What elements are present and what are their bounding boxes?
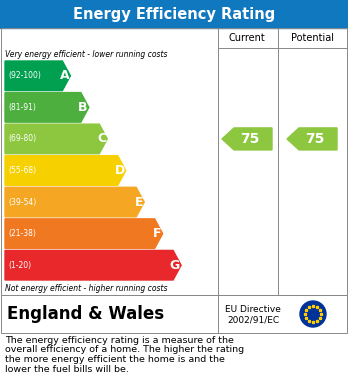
Text: A: A xyxy=(60,69,69,82)
Text: F: F xyxy=(153,227,162,240)
Text: (81-91): (81-91) xyxy=(8,103,36,112)
Text: E: E xyxy=(135,196,143,208)
Polygon shape xyxy=(5,93,89,122)
Text: the more energy efficient the home is and the: the more energy efficient the home is an… xyxy=(5,355,225,364)
Text: The energy efficiency rating is a measure of the: The energy efficiency rating is a measur… xyxy=(5,336,234,345)
Text: Very energy efficient - lower running costs: Very energy efficient - lower running co… xyxy=(5,50,167,59)
Text: (21-38): (21-38) xyxy=(8,229,36,238)
Text: England & Wales: England & Wales xyxy=(7,305,164,323)
Bar xyxy=(1,295,347,333)
Polygon shape xyxy=(5,250,181,280)
Text: overall efficiency of a home. The higher the rating: overall efficiency of a home. The higher… xyxy=(5,346,244,355)
Text: Not energy efficient - higher running costs: Not energy efficient - higher running co… xyxy=(5,284,167,293)
Polygon shape xyxy=(5,219,163,248)
Text: D: D xyxy=(114,164,125,177)
Text: Energy Efficiency Rating: Energy Efficiency Rating xyxy=(73,7,275,22)
Text: C: C xyxy=(97,133,106,145)
Polygon shape xyxy=(5,61,70,91)
Bar xyxy=(0,0,348,28)
Circle shape xyxy=(300,301,326,327)
Text: lower the fuel bills will be.: lower the fuel bills will be. xyxy=(5,364,129,373)
Text: 2002/91/EC: 2002/91/EC xyxy=(227,316,279,325)
Text: B: B xyxy=(78,101,88,114)
Text: 75: 75 xyxy=(240,132,260,146)
Text: Potential: Potential xyxy=(291,33,333,43)
Text: (92-100): (92-100) xyxy=(8,71,41,80)
Text: (1-20): (1-20) xyxy=(8,261,31,270)
Bar xyxy=(1,28,347,295)
Text: (55-68): (55-68) xyxy=(8,166,36,175)
Text: Current: Current xyxy=(229,33,266,43)
Polygon shape xyxy=(5,124,107,154)
Polygon shape xyxy=(5,187,144,217)
Text: (69-80): (69-80) xyxy=(8,135,36,143)
Text: 75: 75 xyxy=(305,132,325,146)
Polygon shape xyxy=(287,128,337,150)
Text: (39-54): (39-54) xyxy=(8,197,36,206)
Polygon shape xyxy=(5,156,126,185)
Text: G: G xyxy=(170,259,180,272)
Text: EU Directive: EU Directive xyxy=(225,305,281,314)
Polygon shape xyxy=(222,128,272,150)
